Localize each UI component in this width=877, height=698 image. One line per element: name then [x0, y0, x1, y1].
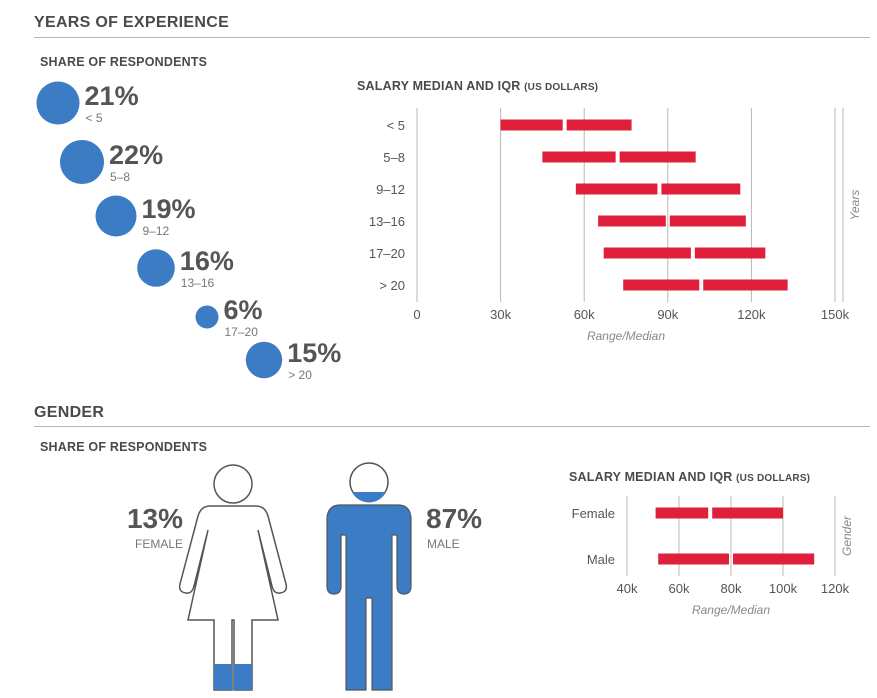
- gender-salary-title-unit: (US DOLLARS): [736, 473, 811, 484]
- share-label: 17–20: [225, 325, 259, 339]
- iqr-upper-bar: [733, 553, 815, 565]
- iqr-upper-bar: [661, 183, 741, 195]
- x-tick-label: 60k: [669, 581, 690, 596]
- iqr-upper-bar: [669, 215, 746, 227]
- x-tick-label: 60k: [574, 307, 595, 322]
- x-tick-label: 120k: [737, 307, 766, 322]
- x-tick-label: 40k: [617, 581, 638, 596]
- iqr-lower-bar: [655, 507, 709, 519]
- share-bubble: [137, 249, 175, 287]
- share-label: 5–8: [110, 170, 130, 184]
- female-pct: 13%: [127, 503, 183, 534]
- share-label: > 20: [288, 368, 312, 382]
- gender-salary-title: SALARY MEDIAN AND IQR (US DOLLARS): [569, 470, 810, 484]
- x-tick-label: 0: [413, 307, 420, 322]
- experience-share-bubbles: 21%< 5 22%5–8 19%9–12 16%13–16 6%17–20 15%> 2…: [36, 81, 341, 382]
- experience-salary-title-unit: (US DOLLARS): [524, 82, 599, 93]
- iqr-lower-bar: [575, 183, 658, 195]
- section-title-gender: GENDER: [34, 404, 105, 421]
- category-label: > 20: [379, 278, 405, 293]
- share-bubble: [95, 195, 137, 237]
- male-label: MALE: [427, 537, 460, 551]
- gender-salary-title-text: SALARY MEDIAN AND IQR: [569, 470, 733, 484]
- share-pct: 22%: [109, 140, 163, 170]
- share-pct: 19%: [141, 194, 195, 224]
- female-label: FEMALE: [135, 537, 183, 551]
- experience-share-title: SHARE OF RESPONDENTS: [40, 55, 208, 69]
- iqr-upper-bar: [703, 279, 788, 291]
- share-label: 9–12: [142, 224, 169, 238]
- category-label: 9–12: [376, 182, 405, 197]
- y-axis-title: Years: [848, 190, 862, 221]
- iqr-upper-bar: [712, 507, 783, 519]
- category-label: 5–8: [383, 150, 405, 165]
- x-tick-label: 100k: [769, 581, 798, 596]
- experience-salary-title-text: SALARY MEDIAN AND IQR: [357, 79, 521, 93]
- x-tick-label: 150k: [821, 307, 850, 322]
- category-label: Male: [587, 552, 615, 567]
- gender-share-title: SHARE OF RESPONDENTS: [40, 440, 208, 454]
- category-label: < 5: [387, 118, 405, 133]
- experience-salary-chart: 0 30k 60k 90k 120k 150k < 5 5–8 9–12 13–16 17–20 > …: [369, 108, 862, 343]
- iqr-lower-bar: [500, 119, 563, 131]
- iqr-upper-bar: [694, 247, 766, 259]
- x-tick-label: 30k: [490, 307, 511, 322]
- share-label: 13–16: [181, 276, 215, 290]
- share-pct: 16%: [180, 246, 234, 276]
- iqr-lower-bar: [542, 151, 616, 163]
- share-pct: 21%: [85, 81, 139, 111]
- section-title-experience: YEARS OF EXPERIENCE: [34, 14, 230, 31]
- iqr-lower-bar: [598, 215, 666, 227]
- experience-salary-title: SALARY MEDIAN AND IQR (US DOLLARS): [357, 79, 598, 93]
- male-pct: 87%: [426, 503, 482, 534]
- share-pct: 15%: [287, 338, 341, 368]
- category-label: Female: [572, 506, 615, 521]
- x-tick-label: 80k: [721, 581, 742, 596]
- section-divider: [34, 426, 870, 427]
- iqr-lower-bar: [603, 247, 691, 259]
- share-bubble: [245, 341, 283, 379]
- iqr-upper-bar: [566, 119, 632, 131]
- category-label: 17–20: [369, 246, 405, 261]
- y-axis-title: Gender: [840, 515, 854, 556]
- share-label: < 5: [86, 111, 103, 125]
- x-tick-label: 120k: [821, 581, 850, 596]
- section-divider: [34, 37, 870, 38]
- share-bubble: [59, 139, 105, 185]
- female-figure-icon: [178, 464, 288, 691]
- share-pct: 6%: [224, 295, 263, 325]
- x-axis-title: Range/Median: [587, 329, 665, 343]
- share-bubble: [36, 81, 80, 125]
- x-tick-label: 90k: [657, 307, 678, 322]
- category-label: 13–16: [369, 214, 405, 229]
- iqr-lower-bar: [658, 553, 729, 565]
- x-axis-title: Range/Median: [692, 603, 770, 617]
- share-bubble: [195, 305, 219, 329]
- male-figure-icon: [326, 462, 412, 691]
- iqr-lower-bar: [623, 279, 700, 291]
- iqr-upper-bar: [619, 151, 696, 163]
